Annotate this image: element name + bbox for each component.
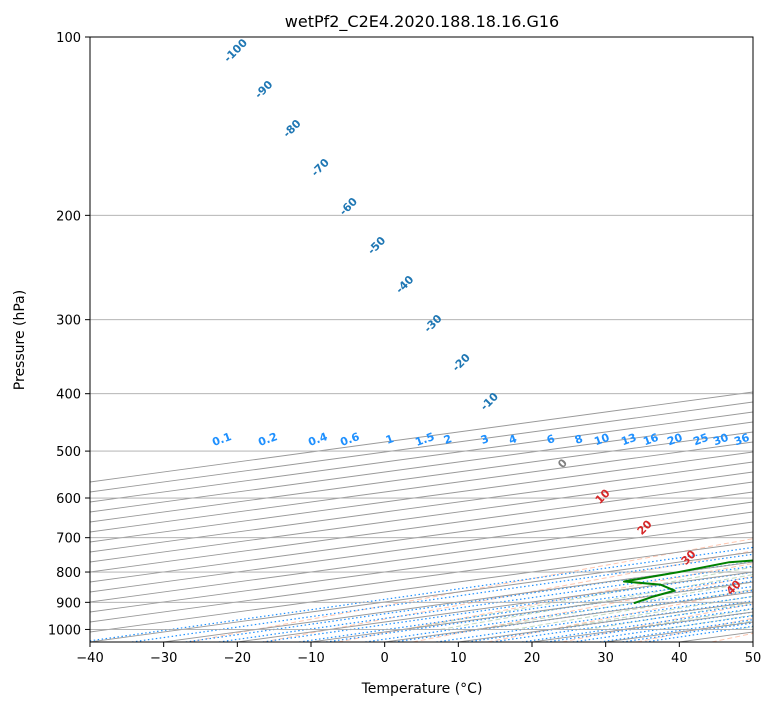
isotherm-line [90,521,753,613]
mixing-ratio-label: 6 [545,432,557,447]
mixing-ratio-label: 13 [619,431,638,448]
isotherm-line [90,531,753,623]
plot-background [90,37,753,642]
axis-layer: −40 −30 −20 −10 0 10 20 30 40 5010020030040050060… [48,31,761,666]
mixing-ratio-label: 0.4 [306,430,329,449]
x-tick-label: −10 [297,651,324,666]
isotherm-line [90,451,753,543]
y-tick-label: 900 [56,596,81,611]
y-tick-label: 200 [56,209,81,224]
y-tick-label: 500 [56,445,81,460]
dry-adiabat [487,589,753,642]
dewpoint-profile-line [623,559,753,605]
mixing-ratio-label: 30 [711,431,730,449]
y-tick-label: 400 [56,388,81,403]
x-tick-label: −20 [224,651,251,666]
isotherm-line [90,461,753,553]
x-tick-label: 50 [745,651,762,666]
y-tick-label: 700 [56,532,81,547]
chart-title: wetPf2_C2E4.2020.188.18.16.G16 [285,12,559,32]
y-tick-label: 1000 [48,623,81,638]
x-tick-label: −30 [150,651,177,666]
isotherm-line [90,501,753,593]
mixing-ratio-label: 8 [573,432,585,447]
x-tick-label: 30 [597,651,614,666]
isotherm-line [752,641,753,642]
mixing-ratio-label: 0.1 [210,430,233,449]
mixing-ratio-label: 1.5 [413,430,436,449]
x-tick-label: 10 [450,651,467,666]
isotherm-line [90,511,753,603]
grid-layer [90,37,753,642]
x-tick-label: 0 [381,651,389,666]
x-tick-label: 20 [524,651,541,666]
mixing-ratio-label: 2 [442,432,454,447]
dry-adiabat [338,562,753,642]
mixing-ratio-line [492,603,753,642]
isotherm-line [90,491,753,583]
mixing-ratio-label: 0.2 [256,430,279,449]
moist-adiabat [440,574,753,630]
mixing-ratio-label: 1 [384,432,396,447]
y-tick-label: 600 [56,492,81,507]
mixing-ratio-line [522,608,753,642]
y-tick-label: 300 [56,314,81,329]
mixing-ratio-label: 3 [479,432,491,447]
isotherm-line [90,471,753,563]
mixing-ratio-label: 16 [641,431,660,449]
moist-adiabat [477,581,753,630]
mixing-ratio-label: 36 [732,431,751,449]
y-axis-label: Pressure (hPa) [12,290,28,390]
mixing-ratio-line [90,546,753,642]
x-tick-label: 40 [671,651,688,666]
x-axis-label: Temperature (°C) [361,681,483,697]
data-layer [623,559,753,605]
mixing-ratio-label: 4 [507,432,519,447]
dry-adiabat [412,575,753,642]
x-tick-label: −40 [76,651,103,666]
mixing-ratio-label: 25 [691,431,710,448]
plot-frame [89,36,754,643]
mixing-ratio-line [131,553,753,642]
mixing-ratio-line [436,595,753,642]
mixing-ratio-label: 20 [665,431,684,449]
mixing-ratio-label: 10 [592,431,611,449]
mixing-ratio-label: 0.6 [338,430,361,449]
y-tick-label: 800 [56,566,81,581]
isotherm-line [90,481,753,573]
dry-adiabat [263,550,753,642]
y-tick-label: 100 [56,31,81,46]
